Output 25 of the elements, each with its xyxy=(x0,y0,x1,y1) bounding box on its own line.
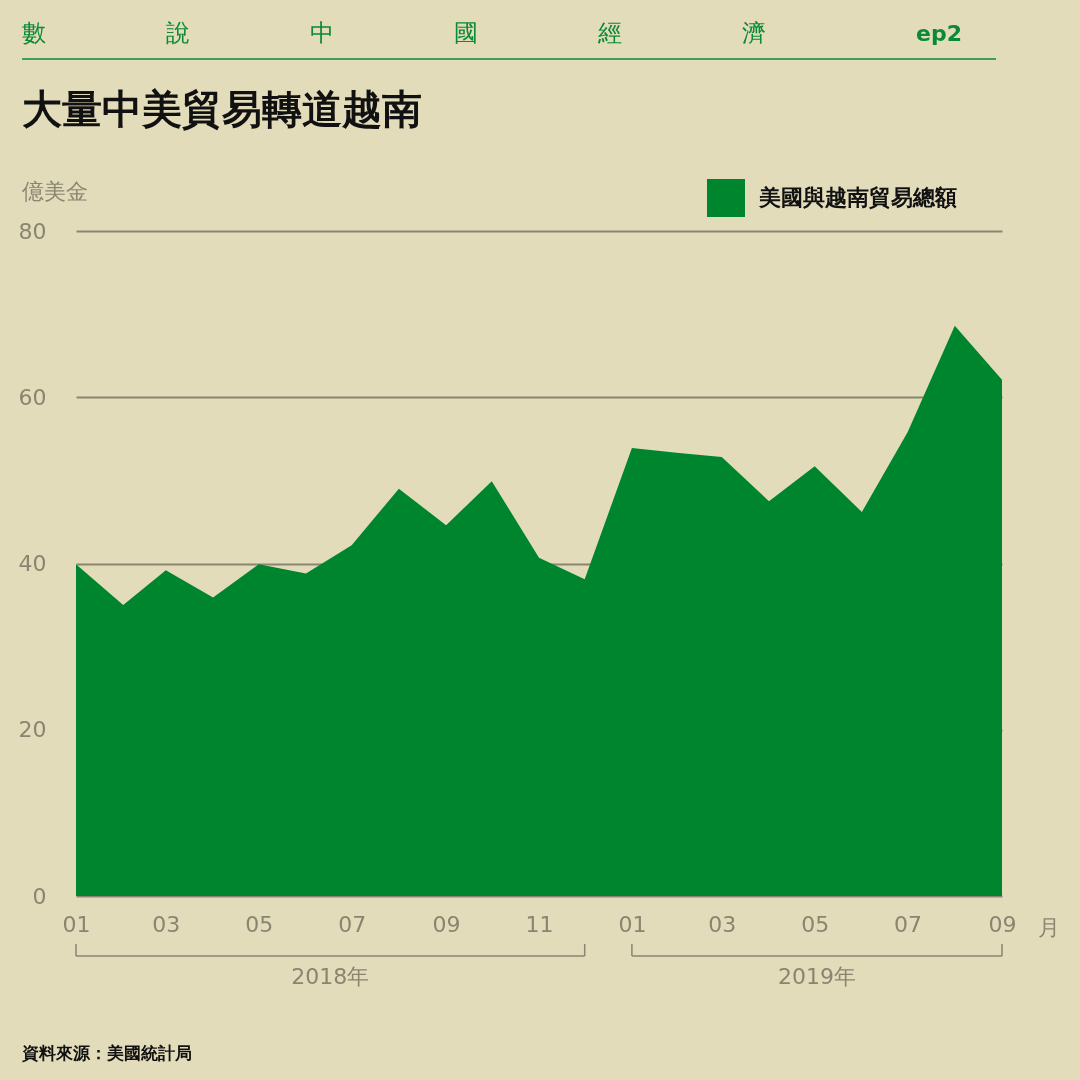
chart-subtitle: 數 說 中 國 經 濟 xyxy=(22,19,766,47)
x-tick-label: 03 xyxy=(708,911,737,937)
x-tick-label: 05 xyxy=(801,911,830,937)
x-tick-label: 05 xyxy=(245,911,274,937)
source-note: 資料來源：美國統計局 xyxy=(21,1043,192,1063)
text: 2018年 xyxy=(291,964,370,989)
y-tick-label: 40 xyxy=(18,551,47,576)
x-tick-label: 07 xyxy=(894,911,923,937)
y-tick-label: 80 xyxy=(18,218,47,244)
y-tick-label: 20 xyxy=(18,717,47,743)
x-tick-label: 09 xyxy=(988,911,1017,937)
y-tick-label: 0 xyxy=(32,883,47,909)
text: ep2 xyxy=(916,21,962,46)
x-tick-label: 07 xyxy=(338,911,367,937)
chart-title: 大量中美貿易轉道越南 xyxy=(22,86,422,132)
x-tick-label: 03 xyxy=(152,911,181,937)
x-tick-label: 01 xyxy=(62,911,91,937)
x-tick-label: 09 xyxy=(432,911,461,937)
text: 2019年 xyxy=(777,964,856,989)
x-axis-title: 月 xyxy=(1038,915,1060,940)
legend-label: 美國與越南貿易總額 xyxy=(758,185,957,210)
y-tick-label: 60 xyxy=(18,384,47,410)
x-tick-label: 01 xyxy=(618,911,647,937)
x-tick-label: 11 xyxy=(525,911,554,937)
y-axis-title: 億美金 xyxy=(22,179,88,204)
